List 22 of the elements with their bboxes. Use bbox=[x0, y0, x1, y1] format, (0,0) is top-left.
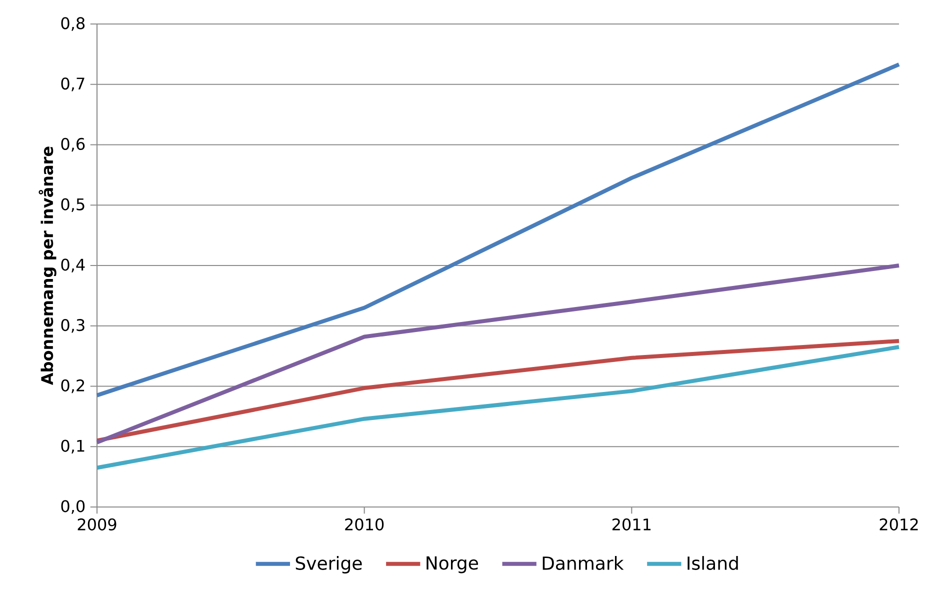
y-tick-label: 0,5 bbox=[61, 198, 84, 212]
x-tick-label: 2010 bbox=[345, 518, 384, 530]
x-tick-label: 2009 bbox=[78, 518, 116, 530]
y-tick-label: 0,4 bbox=[61, 258, 85, 272]
y-tick-label: 0,3 bbox=[61, 318, 84, 333]
legend-label: Danmark bbox=[542, 556, 624, 570]
line-series bbox=[95, 62, 901, 398]
line-series bbox=[95, 263, 901, 444]
y-tick-label: 0,0 bbox=[61, 500, 85, 514]
x-tick-label: 2012 bbox=[880, 518, 918, 530]
y-axis-title: Abonnemang per invånare bbox=[38, 146, 56, 385]
y-tick-label: 0,7 bbox=[61, 78, 84, 92]
x-tick-label: 2011 bbox=[612, 518, 651, 530]
y-tick-label: 0,8 bbox=[61, 17, 85, 31]
y-tick-label: 0,1 bbox=[61, 440, 84, 454]
legend-label: Norge bbox=[426, 556, 478, 574]
legend-label: Island bbox=[688, 556, 738, 570]
y-tick-label: 0,6 bbox=[61, 138, 85, 152]
legend-label: Sverige bbox=[296, 556, 362, 574]
line-series bbox=[95, 338, 901, 443]
line-series bbox=[95, 344, 901, 470]
y-tick-label: 0,2 bbox=[61, 379, 84, 394]
